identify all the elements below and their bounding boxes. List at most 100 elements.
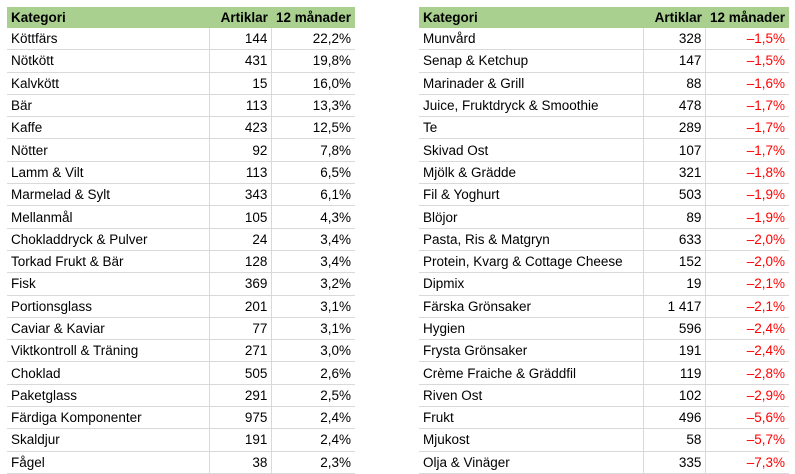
- article-count-cell: 119: [643, 361, 707, 385]
- change-cell: –5,7%: [705, 428, 789, 452]
- change-cell: –1,7%: [705, 138, 789, 162]
- header-row: Kategori Artiklar 12 månader: [419, 7, 789, 28]
- table-decrease: Kategori Artiklar 12 månader Munvård 328–…: [419, 7, 789, 474]
- category-cell: Dipmix: [419, 272, 645, 296]
- category-cell: Riven Ost: [419, 384, 645, 408]
- category-cell: Marinader & Grill: [419, 72, 645, 95]
- article-count-cell: 24: [209, 228, 273, 251]
- table-row: Pasta, Ris & Matgryn 633 –2,0%: [419, 228, 789, 251]
- category-cell: Fisk: [7, 272, 211, 296]
- change-cell: 4,3%: [271, 205, 355, 229]
- category-cell: Torkad Frukt & Bär: [7, 250, 211, 274]
- category-cell: Fågel: [7, 451, 211, 474]
- change-cell: 2,5%: [271, 384, 355, 408]
- category-cell: Mjukost: [419, 428, 645, 452]
- category-cell: Mellanmål: [7, 205, 211, 229]
- category-cell: Munvård: [419, 28, 645, 51]
- category-cell: Caviar & Kaviar: [7, 317, 211, 341]
- table-row: Juice, Fruktdryck & Smoothie 478 –1,7%: [419, 94, 789, 118]
- table-row: Munvård 328 –1,5%: [419, 28, 789, 51]
- article-count-cell: 633: [643, 228, 707, 251]
- table-row: Fågel 38 2,3%: [7, 451, 355, 474]
- table-row: Skivad Ost 107 –1,7%: [419, 138, 789, 162]
- table-row: Marinader & Grill 88 –1,6%: [419, 72, 789, 95]
- table-row: Viktkontroll & Träning 271 3,0%: [7, 339, 355, 363]
- article-count-cell: 291: [209, 384, 273, 408]
- change-cell: 3,1%: [271, 317, 355, 341]
- change-cell: 22,2%: [271, 28, 355, 51]
- article-count-cell: 191: [209, 428, 273, 452]
- article-count-cell: 102: [643, 384, 707, 408]
- category-cell: Skaldjur: [7, 428, 211, 452]
- category-cell: Nötkött: [7, 49, 211, 73]
- article-count-cell: 343: [209, 183, 273, 207]
- table-row: Te 289 –1,7%: [419, 116, 789, 140]
- article-count-cell: 191: [643, 339, 707, 363]
- header-artiklar: Artiklar: [209, 7, 272, 28]
- article-count-cell: 147: [643, 49, 707, 73]
- category-cell: Bär: [7, 94, 211, 118]
- change-cell: –2,8%: [705, 361, 789, 385]
- article-count-cell: 369: [209, 272, 273, 296]
- table-row: Marmelad & Sylt 343 6,1%: [7, 183, 355, 207]
- category-cell: Färska Grönsaker: [419, 295, 645, 318]
- change-cell: 7,8%: [271, 138, 355, 162]
- category-cell: Blöjor: [419, 205, 645, 229]
- table-row: Torkad Frukt & Bär 128 3,4%: [7, 250, 355, 274]
- category-cell: Fil & Yoghurt: [419, 183, 645, 207]
- category-cell: Hygien: [419, 317, 645, 341]
- article-count-cell: 478: [643, 94, 707, 118]
- table-row: Skaldjur 191 2,4%: [7, 428, 355, 452]
- category-cell: Frysta Grönsaker: [419, 339, 645, 363]
- table-row: Portionsglass 201 3,1%: [7, 295, 355, 318]
- table-row: Mjukost 58 –5,7%: [419, 428, 789, 452]
- header-12-manader: 12 månader: [705, 7, 789, 28]
- table-row: Fil & Yoghurt 503 –1,9%: [419, 183, 789, 207]
- table-row: Frysta Grönsaker 191 –2,4%: [419, 339, 789, 363]
- change-cell: –2,9%: [705, 384, 789, 408]
- article-count-cell: 15: [209, 72, 273, 95]
- table-row: Chokladdryck & Pulver 24 3,4%: [7, 228, 355, 251]
- table-row: Fisk 369 3,2%: [7, 272, 355, 296]
- change-cell: –1,8%: [705, 161, 789, 185]
- change-cell: –1,6%: [705, 72, 789, 95]
- article-count-cell: 105: [209, 205, 273, 229]
- category-cell: Skivad Ost: [419, 138, 645, 162]
- table-row: Kalvkött 15 16,0%: [7, 72, 355, 95]
- table-row: Mellanmål 105 4,3%: [7, 205, 355, 229]
- category-cell: Choklad: [7, 361, 211, 385]
- article-count-cell: 113: [209, 161, 273, 185]
- change-cell: –2,1%: [705, 295, 789, 318]
- article-count-cell: 88: [643, 72, 707, 95]
- change-cell: –1,7%: [705, 94, 789, 118]
- change-cell: 12,5%: [271, 116, 355, 140]
- article-count-cell: 38: [209, 451, 273, 474]
- table-row: Mjölk & Grädde 321 –1,8%: [419, 161, 789, 185]
- change-cell: –1,9%: [705, 205, 789, 229]
- table-row: Bär 113 13,3%: [7, 94, 355, 118]
- category-cell: Crème Fraiche & Gräddfil: [419, 361, 645, 385]
- table-row: Blöjor 89 –1,9%: [419, 205, 789, 229]
- table-row: Nötkött 431 19,8%: [7, 49, 355, 73]
- article-count-cell: 128: [209, 250, 273, 274]
- table-row: Crème Fraiche & Gräddfil 119 –2,8%: [419, 361, 789, 385]
- change-cell: 3,1%: [271, 295, 355, 318]
- table-row: Färdiga Komponenter 975 2,4%: [7, 406, 355, 430]
- article-count-cell: 92: [209, 138, 273, 162]
- table-row: Lamm & Vilt 113 6,5%: [7, 161, 355, 185]
- header-artiklar: Artiklar: [643, 7, 706, 28]
- category-cell: Paketglass: [7, 384, 211, 408]
- header-kategori: Kategori: [7, 7, 210, 28]
- article-count-cell: 289: [643, 116, 707, 140]
- table-row: Riven Ost 102 –2,9%: [419, 384, 789, 408]
- category-cell: Chokladdryck & Pulver: [7, 228, 211, 251]
- change-cell: –1,5%: [705, 49, 789, 73]
- article-count-cell: 431: [209, 49, 273, 73]
- article-count-cell: 19: [643, 272, 707, 296]
- category-cell: Olja & Vinäger: [419, 451, 645, 474]
- table-row: Frukt 496 –5,6%: [419, 406, 789, 430]
- article-count-cell: 201: [209, 295, 273, 318]
- table-row: Protein, Kvarg & Cottage Cheese 152 –2,0%: [419, 250, 789, 274]
- table-row: Kaffe 423 12,5%: [7, 116, 355, 140]
- article-count-cell: 321: [643, 161, 707, 185]
